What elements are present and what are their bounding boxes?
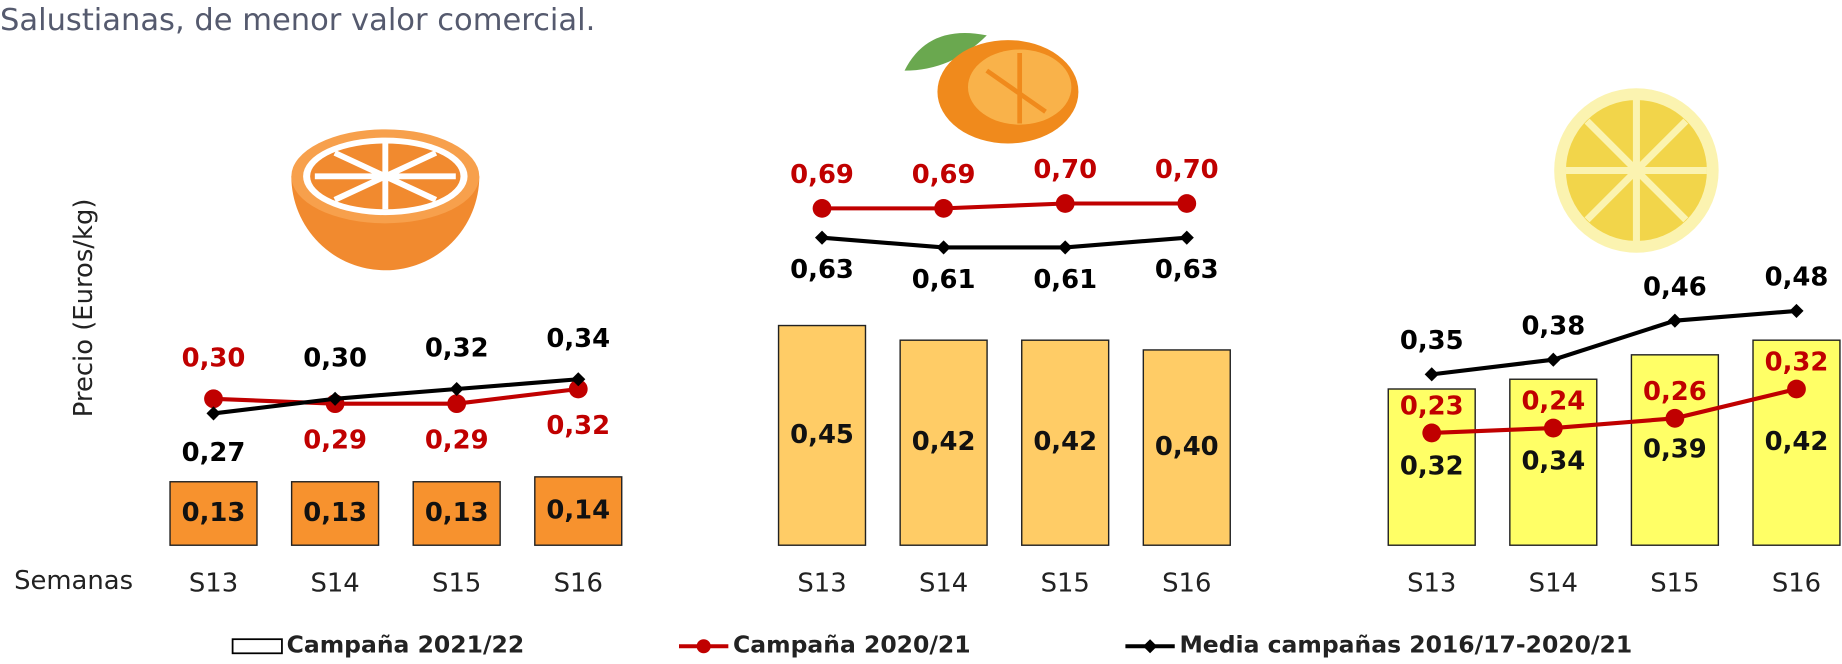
lemon-icon: [1554, 88, 1718, 252]
data-label: 0,32: [1765, 348, 1829, 378]
data-label: 0,35: [1400, 326, 1464, 356]
data-label: 0,13: [425, 498, 489, 528]
data-label: 0,38: [1521, 311, 1585, 341]
legend-label: Campaña 2020/21: [733, 631, 971, 659]
line: [822, 238, 1187, 248]
data-label: 0,13: [303, 498, 367, 528]
line: [822, 203, 1187, 208]
data-label: 0,42: [1765, 427, 1829, 457]
line-marker: [937, 240, 951, 254]
data-label: 0,14: [546, 496, 610, 526]
line-marker: [815, 231, 829, 245]
x-tick-label: S14: [919, 568, 968, 598]
data-label: 0,70: [1155, 155, 1219, 185]
line-marker: [1789, 304, 1803, 318]
x-tick-label: S13: [1407, 568, 1456, 598]
orange-icon: [291, 129, 479, 270]
mandarin-icon: [905, 33, 1079, 143]
chart: Salustianas, de menor valor comercial. P…: [0, 0, 1842, 664]
data-label: 0,32: [1400, 452, 1464, 482]
x-tick-label: S13: [189, 568, 238, 598]
data-label: 0,69: [912, 160, 976, 190]
data-label: 0,45: [790, 420, 854, 450]
data-label: 0,61: [912, 265, 976, 295]
data-label: 0,32: [546, 411, 610, 441]
line: [214, 389, 579, 404]
data-label: 0,29: [425, 426, 489, 456]
legend-label: Campaña 2021/22: [287, 631, 525, 659]
caption: Salustianas, de menor valor comercial.: [0, 3, 595, 38]
data-label: 0,13: [182, 498, 246, 528]
data-label: 0,30: [303, 343, 367, 373]
data-label: 0,40: [1155, 432, 1219, 462]
legend-swatch: [233, 639, 282, 653]
data-label: 0,39: [1643, 435, 1707, 465]
data-label: 0,27: [182, 438, 246, 468]
x-tick-label: S15: [1041, 568, 1090, 598]
line-marker: [813, 199, 832, 218]
legend-label: Media campañas 2016/17-2020/21: [1179, 631, 1632, 659]
line-marker: [1787, 380, 1806, 399]
line-marker: [206, 406, 220, 420]
x-tick-label: S15: [432, 568, 481, 598]
line-marker: [447, 394, 466, 413]
data-label: 0,32: [425, 334, 489, 364]
y-axis-label: Precio (Euros/kg): [69, 199, 99, 418]
data-label: 0,70: [1033, 155, 1097, 185]
x-tick-label: S16: [554, 568, 603, 598]
data-label: 0,48: [1765, 263, 1829, 293]
line-marker: [1056, 194, 1075, 213]
x-tick-label: S14: [310, 568, 359, 598]
line-marker: [1665, 409, 1684, 428]
line-marker: [1177, 194, 1196, 213]
x-tick-label: S15: [1650, 568, 1699, 598]
data-label: 0,29: [303, 426, 367, 456]
line-marker: [1544, 419, 1563, 438]
data-label: 0,26: [1643, 377, 1707, 407]
line-marker: [934, 199, 953, 218]
data-label: 0,63: [1155, 255, 1219, 285]
line-marker: [1058, 240, 1072, 254]
line: [1432, 389, 1797, 433]
line-marker: [1422, 424, 1441, 443]
data-label: 0,34: [546, 324, 610, 354]
data-label: 0,63: [790, 255, 854, 285]
x-tick-label: S14: [1529, 568, 1578, 598]
data-label: 0,42: [1033, 427, 1097, 457]
data-label: 0,23: [1400, 392, 1464, 422]
data-label: 0,24: [1521, 387, 1585, 417]
data-label: 0,46: [1643, 272, 1707, 302]
line: [1432, 311, 1797, 374]
x-tick-label: S13: [797, 568, 846, 598]
data-label: 0,42: [912, 427, 976, 457]
data-label: 0,30: [182, 343, 246, 373]
x-tick-label: S16: [1772, 568, 1821, 598]
x-tick-label: S16: [1162, 568, 1211, 598]
line-marker: [1180, 231, 1194, 245]
data-label: 0,34: [1521, 447, 1585, 477]
line-marker: [1546, 353, 1560, 367]
line-marker: [204, 389, 223, 408]
data-label: 0,69: [790, 160, 854, 190]
legend-marker: [697, 639, 711, 653]
line-marker: [1425, 367, 1439, 381]
line-marker: [450, 382, 464, 396]
page: Salustianas, de menor valor comercial. P…: [0, 0, 1842, 664]
legend-marker: [1143, 639, 1157, 653]
x-axis-label: Semanas: [14, 566, 133, 596]
line-marker: [1668, 314, 1682, 328]
data-label: 0,61: [1033, 265, 1097, 295]
